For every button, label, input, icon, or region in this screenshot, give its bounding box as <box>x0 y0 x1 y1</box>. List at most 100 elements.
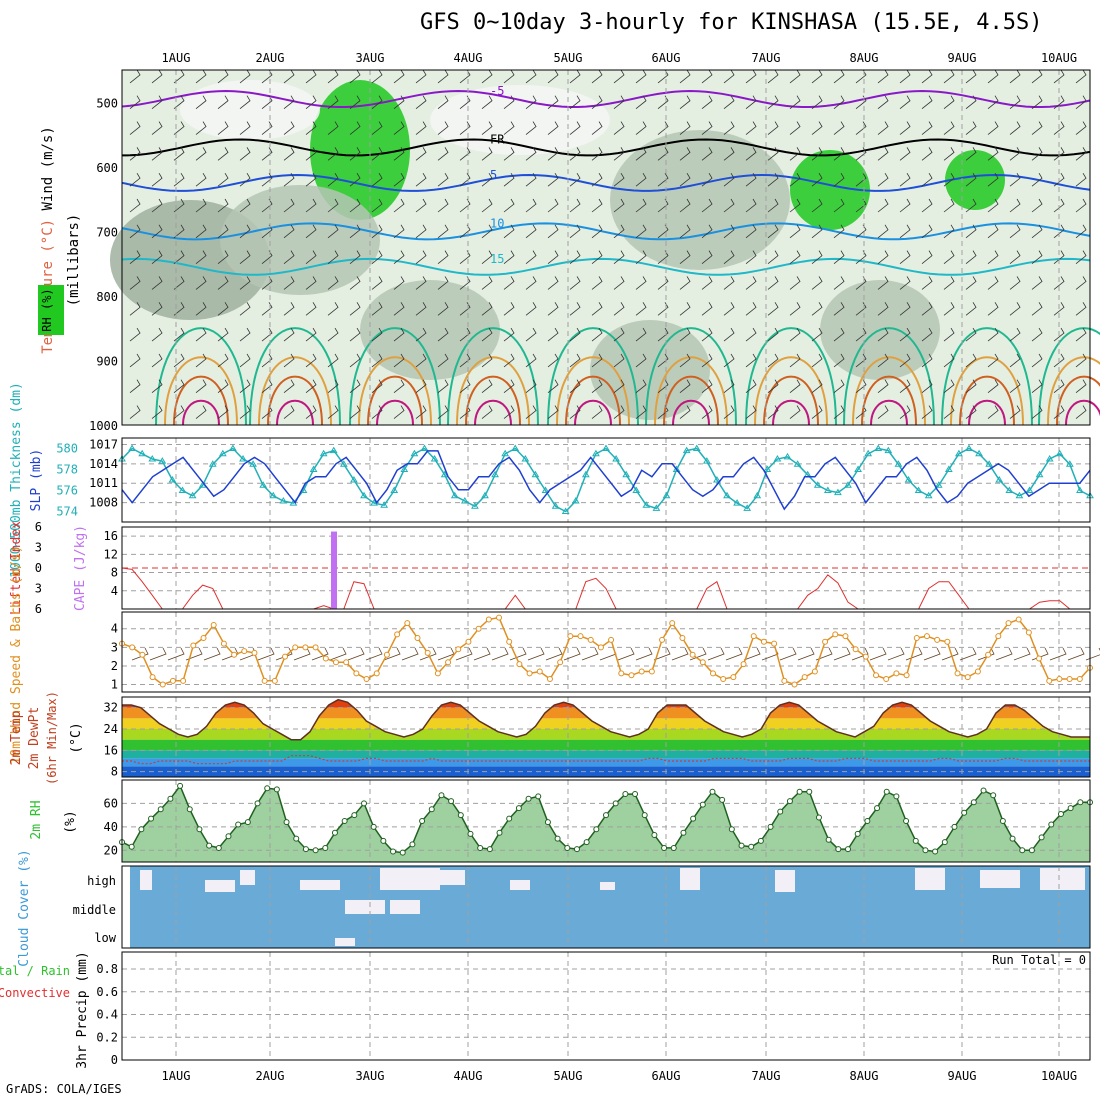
upper-wind-barb <box>129 147 141 161</box>
cross-section-frame <box>121 69 1091 426</box>
upper-wind-barb <box>151 69 163 84</box>
wind-speed-point <box>618 670 625 677</box>
upper-wind-barb <box>789 224 801 239</box>
thickness-ylabel: 1000~500mb Thickness (dm) <box>9 382 24 578</box>
thickness-point <box>1065 460 1074 467</box>
upper-wind-barb <box>789 405 801 419</box>
wind-speed-point <box>516 661 523 668</box>
upper-wind-barb <box>1075 224 1087 239</box>
thickness-point <box>1015 491 1024 499</box>
upper-wind-barb <box>1031 250 1043 264</box>
upper-wind-barb <box>305 172 317 187</box>
upper-wind-barb <box>173 224 185 239</box>
upper-wind-barb <box>327 198 339 213</box>
upper-wind-barb <box>723 276 735 290</box>
upper-wind-barb <box>1075 276 1087 290</box>
upper-wind-barb <box>393 250 405 264</box>
wind-speed-point <box>832 631 839 638</box>
thickness-point <box>319 449 328 457</box>
rh2m-point <box>506 815 513 822</box>
wind-barb <box>347 647 365 661</box>
cloud-clear-9 <box>680 868 700 890</box>
upper-wind-barb <box>679 224 691 239</box>
rh2m-point <box>593 826 600 833</box>
wind-barb <box>617 647 635 661</box>
upper-wind-barb <box>415 353 427 368</box>
rh2m-point <box>235 821 242 828</box>
wind-speed-point <box>923 633 930 640</box>
wind-barb <box>887 647 905 661</box>
thickness-point <box>571 497 580 504</box>
upper-wind-barb <box>1075 69 1087 84</box>
wind-speed-point <box>210 622 217 629</box>
isotherm-5 <box>121 173 1091 192</box>
rh2m-point <box>748 843 755 850</box>
cloud-clear-8 <box>600 882 615 890</box>
rh2m-point <box>903 818 910 824</box>
upper-wind-barb <box>635 224 647 239</box>
upper-wind-barb <box>833 302 845 316</box>
upper-wind-barb <box>239 147 251 161</box>
bl-contour-10-1 <box>1038 327 1100 426</box>
upper-wind-barb <box>305 95 317 110</box>
upper-wind-barb <box>877 198 889 213</box>
rh2m-point <box>767 823 774 830</box>
rh2m-point <box>380 837 387 844</box>
wind-barb <box>923 647 941 661</box>
thickness-point <box>138 449 147 457</box>
rh2m-point <box>612 800 619 807</box>
thickness-point <box>329 446 338 454</box>
upper-wind-barb <box>239 69 251 84</box>
upper-wind-barb <box>723 302 735 316</box>
upper-wind-barb <box>503 405 515 419</box>
bl-contour-3-1 <box>349 327 441 426</box>
upper-wind-barb <box>129 379 141 394</box>
upper-wind-barb <box>965 95 977 110</box>
wind-barb <box>1085 647 1100 661</box>
upper-wind-barb <box>591 250 603 264</box>
rh2m-point <box>1077 799 1084 806</box>
upper-wind-barb <box>943 379 955 394</box>
rh2m-point <box>428 806 435 813</box>
upper-wind-barb <box>195 353 207 368</box>
wind-barb <box>707 647 725 661</box>
upper-wind-barb <box>195 302 207 316</box>
thickness-point <box>1055 449 1064 457</box>
rh2m-point <box>845 846 851 853</box>
rh-ylabel-unit: (%) <box>63 810 78 833</box>
upper-wind-barb <box>1053 198 1065 213</box>
thickness-point <box>592 449 600 457</box>
wind-barb <box>1067 647 1085 661</box>
upper-wind-barb <box>657 327 669 342</box>
thickness-point <box>612 455 620 462</box>
thickness-point <box>763 465 772 472</box>
upper-wind-barb <box>899 353 911 368</box>
wind-speed-point <box>557 659 564 666</box>
wind-speed-point <box>180 677 187 684</box>
thickness-point <box>642 501 651 508</box>
upper-wind-barb <box>1053 276 1065 290</box>
rh2m-point <box>409 841 416 848</box>
upper-wind-barb <box>1075 327 1087 342</box>
upper-wind-barb <box>305 379 317 394</box>
upper-wind-barb <box>921 224 933 239</box>
rh2m-point <box>690 815 697 822</box>
upper-wind-barb <box>591 95 603 110</box>
thickness-point <box>702 457 711 464</box>
wind-barb <box>1049 647 1067 661</box>
rh2m-point <box>603 812 609 819</box>
upper-wind-barb <box>261 302 273 316</box>
upper-wind-barb <box>1075 121 1087 135</box>
upper-wind-barb <box>261 353 273 368</box>
rh2m-point <box>293 835 300 842</box>
wind-speed-point <box>271 677 278 684</box>
upper-wind-barb <box>195 198 207 213</box>
wind-barb <box>851 647 869 661</box>
pressure-tick-800: 800 <box>96 290 118 304</box>
cloud-row-middle: middle <box>73 903 116 917</box>
thickness-point <box>259 481 268 488</box>
upper-wind-barb <box>921 379 933 394</box>
thickness-point <box>854 465 862 472</box>
upper-wind-barb <box>503 95 515 110</box>
upper-wind-barb <box>371 69 383 84</box>
